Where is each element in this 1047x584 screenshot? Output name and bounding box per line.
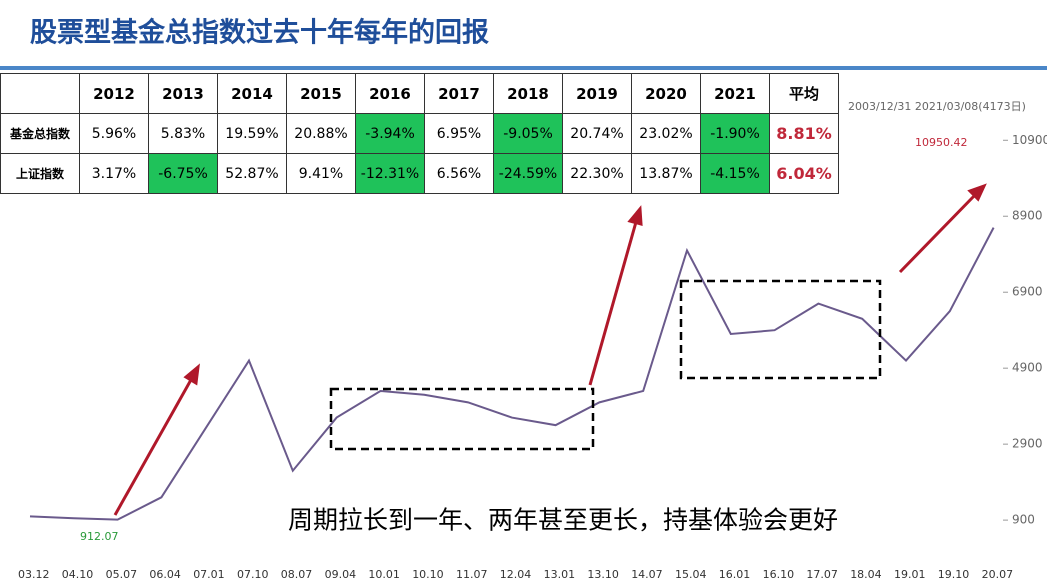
- trend-arrows: [113, 183, 987, 516]
- x-tick-label: 07.01: [193, 568, 225, 581]
- y-tick-label: 10900: [1012, 133, 1047, 147]
- table-cell: 23.02%: [631, 113, 701, 154]
- table-cell: 5.96%: [79, 113, 149, 154]
- x-tick-label: 08.07: [281, 568, 313, 581]
- date-range: 2003/12/31 2021/03/08(4173日): [848, 100, 1026, 113]
- x-tick-label: 14.07: [631, 568, 663, 581]
- header-cell: 2017: [424, 73, 494, 114]
- high-annotation: 10950.42: [915, 136, 968, 149]
- header-cell: 2013: [148, 73, 218, 114]
- x-tick-label: 15.04: [675, 568, 707, 581]
- low-annotation: 912.07: [80, 530, 119, 543]
- table-cell: 22.30%: [562, 153, 632, 194]
- returns-table: 2012 2013 2014 2015 2016 2017 2018 2019 2020 2021…: [0, 73, 839, 194]
- table-cell: 9.41%: [286, 153, 356, 194]
- table-cell: -1.90%: [700, 113, 770, 154]
- x-tick-label: 19.10: [938, 568, 970, 581]
- x-tick-label: 05.07: [106, 568, 138, 581]
- header-cell: 2020: [631, 73, 701, 114]
- table-cell: -4.15%: [700, 153, 770, 194]
- y-tick-label: 2900: [1012, 437, 1043, 451]
- y-tick-label: 8900: [1012, 209, 1043, 223]
- table-cell: 6.04%: [769, 153, 839, 194]
- table-row: 上证指数 3.17% -6.75% 52.87% 9.41% -12.31% 6.56% -2…: [0, 153, 839, 194]
- x-tick-label: 04.10: [62, 568, 94, 581]
- table-cell: 52.87%: [217, 153, 287, 194]
- y-tick-label: 4900: [1012, 361, 1043, 375]
- y-tick-label: 6900: [1012, 285, 1043, 299]
- title-rule: [0, 66, 1047, 70]
- header-row: 2012 2013 2014 2015 2016 2017 2018 2019 2020 2021…: [0, 73, 839, 114]
- header-cell: 2021: [700, 73, 770, 114]
- range-box: [679, 279, 882, 380]
- x-tick-label: 11.07: [456, 568, 488, 581]
- slide-title: 股票型基金总指数过去十年每年的回报: [30, 17, 489, 49]
- table-row: 基金总指数 5.96% 5.83% 19.59% 20.88% -3.94% 6.95% -9…: [0, 113, 839, 154]
- table-cell: -3.94%: [355, 113, 425, 154]
- x-tick-label: 17.07: [806, 568, 838, 581]
- header-cell: 2016: [355, 73, 425, 114]
- header-cell: 2018: [493, 73, 563, 114]
- table-cell: 19.59%: [217, 113, 287, 154]
- x-tick-label: 19.01: [894, 568, 926, 581]
- y-tick-label: 900: [1012, 513, 1035, 527]
- caption: 周期拉长到一年、两年甚至更长，持基体验会更好: [288, 506, 838, 535]
- range-box: [329, 387, 595, 451]
- table-cell: 5.83%: [148, 113, 218, 154]
- table-cell: 6.95%: [424, 113, 494, 154]
- x-tick-label: 12.04: [500, 568, 532, 581]
- x-tick-label: 10.10: [412, 568, 444, 581]
- row-label: 基金总指数: [0, 113, 80, 154]
- x-tick-label: 10.01: [368, 568, 400, 581]
- x-tick-label: 13.10: [587, 568, 619, 581]
- header-cell: [0, 73, 80, 114]
- x-tick-label: 16.10: [763, 568, 795, 581]
- x-tick-label: 13.01: [544, 568, 576, 581]
- index-line: [29, 227, 995, 521]
- table-cell: 6.56%: [424, 153, 494, 194]
- table-cell: 20.88%: [286, 113, 356, 154]
- header-cell: 2014: [217, 73, 287, 114]
- x-tick-label: 03.12: [18, 568, 50, 581]
- x-tick-label: 09.04: [325, 568, 357, 581]
- header-cell: 2012: [79, 73, 149, 114]
- table-cell: -12.31%: [355, 153, 425, 194]
- header-cell: 2015: [286, 73, 356, 114]
- table-cell: 20.74%: [562, 113, 632, 154]
- table-cell: -24.59%: [493, 153, 563, 194]
- header-cell: 平均: [769, 73, 839, 114]
- table-cell: 3.17%: [79, 153, 149, 194]
- header-cell: 2019: [562, 73, 632, 114]
- x-tick-label: 20.07: [982, 568, 1014, 581]
- table-cell: -9.05%: [493, 113, 563, 154]
- x-tick-label: 06.04: [149, 568, 181, 581]
- table-cell: 8.81%: [769, 113, 839, 154]
- x-tick-label: 16.01: [719, 568, 751, 581]
- x-tick-label: 18.04: [850, 568, 882, 581]
- row-label: 上证指数: [0, 153, 80, 194]
- table-cell: 13.87%: [631, 153, 701, 194]
- table-cell: -6.75%: [148, 153, 218, 194]
- x-tick-label: 07.10: [237, 568, 269, 581]
